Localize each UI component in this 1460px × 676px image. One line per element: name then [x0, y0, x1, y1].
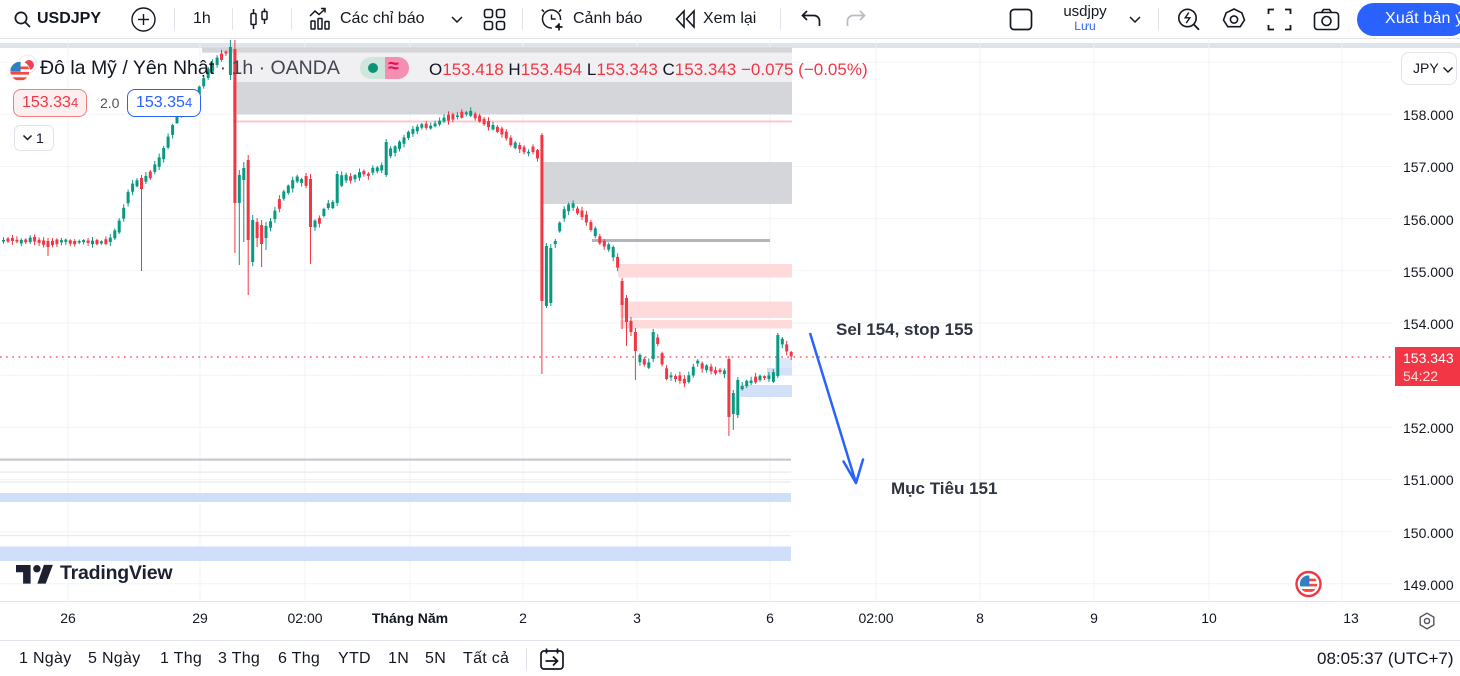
svg-text:TradingView: TradingView — [60, 562, 173, 584]
